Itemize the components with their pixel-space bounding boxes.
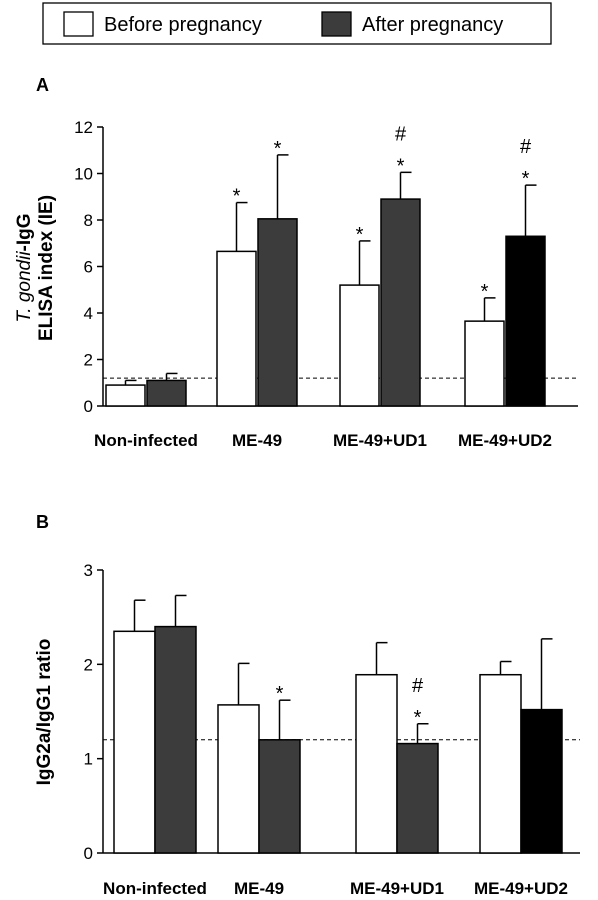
panel-a-bar-before	[464, 320, 505, 407]
panel-a-y-tick-label: 12	[74, 118, 93, 137]
panel-a: A T. gondii-IgG ELISA index (IE) 0 2 4 6 8 10…	[14, 75, 578, 450]
panel-a-y-tick-label: 10	[74, 165, 93, 184]
panel-a-hash: #	[520, 136, 532, 158]
panel-a-ylabel-line2: ELISA index (IE)	[36, 195, 57, 341]
panel-b-category-label: ME-49+UD1	[350, 879, 444, 898]
panel-a-category-label: ME-49+UD2	[458, 431, 552, 450]
panel-b-category-label: Non-infected	[103, 879, 207, 898]
panel-a-category-label: ME-49+UD1	[333, 431, 427, 450]
panel-a-category-label: ME-49	[232, 431, 282, 450]
panel-a-bar-before	[105, 384, 146, 407]
panel-a-asterisk: *	[397, 155, 405, 177]
panel-b-bar-before	[479, 673, 522, 854]
panel-b-hash: #	[412, 675, 424, 697]
panel-a-ylabel-italic: T. gondii	[14, 251, 35, 323]
panel-b-ylabel: IgG2a/IgG1 ratio	[34, 639, 55, 786]
panel-b-bar-before	[217, 704, 260, 854]
panel-b: B IgG2a/IgG1 ratio 0 1 2 3 Non-infected ME-49…	[34, 512, 580, 898]
panel-a-y-tick-label: 4	[84, 304, 93, 323]
panel-b-label: B	[36, 512, 49, 532]
panel-a-asterisk: *	[481, 281, 489, 303]
panel-a-label: A	[36, 75, 49, 95]
panel-a-bar-after	[146, 379, 187, 407]
panel-b-category-label: ME-49+UD2	[474, 879, 568, 898]
panel-a-bar-after	[257, 218, 298, 407]
legend-label-before: Before pregnancy	[104, 14, 262, 36]
panel-b-bar-after	[520, 708, 563, 854]
panel-a-bar-before	[216, 250, 257, 407]
panel-a-asterisk: *	[274, 138, 282, 160]
svg-text:T. gondii-IgG: T. gondii-IgG	[14, 213, 35, 322]
panel-a-plot: 0 2 4 6 8 10 12 Non-infected ME-49 ME-49+UD1 ME-49…	[74, 118, 578, 450]
panel-a-y-tick-label: 6	[84, 258, 93, 277]
panel-a-bar-after	[505, 235, 546, 407]
panel-b-bar-after	[396, 742, 439, 854]
panel-b-y-tick-label: 2	[84, 655, 93, 674]
panel-a-ylabel-rest: -IgG	[14, 213, 35, 251]
panel-b-y-tick-label: 0	[84, 844, 93, 863]
panel-b-bar-before	[355, 673, 398, 854]
panel-b-y-tick-label: 3	[84, 561, 93, 580]
panel-b-bar-before	[113, 630, 156, 854]
panel-a-ylabel: T. gondii-IgG ELISA index (IE)	[14, 195, 57, 341]
panel-b-asterisk: *	[414, 707, 422, 729]
legend-box	[42, 2, 552, 45]
panel-a-y-tick-label: 2	[84, 351, 93, 370]
panel-a-asterisk: *	[522, 168, 530, 190]
panel-b-asterisk: *	[276, 683, 284, 705]
panel-b-y-tick-label: 1	[84, 750, 93, 769]
panel-a-asterisk: *	[356, 224, 364, 246]
panel-a-y-tick-label: 0	[84, 397, 93, 416]
panel-a-hash: #	[395, 123, 407, 145]
panel-a-category-label: Non-infected	[94, 431, 198, 450]
legend: Before pregnancy After pregnancy	[42, 2, 552, 45]
legend-label-after: After pregnancy	[362, 14, 503, 36]
panel-a-bar-before	[339, 284, 380, 407]
panel-b-plot: 0 1 2 3 Non-infected ME-49 ME-49+UD1 ME-49+UD2 *…	[84, 561, 580, 898]
legend-swatch-after	[321, 11, 352, 37]
panel-a-asterisk: *	[233, 186, 241, 208]
panel-a-bar-after	[380, 198, 421, 407]
panel-b-bar-after	[154, 625, 197, 854]
panel-a-y-tick-label: 8	[84, 211, 93, 230]
panel-b-category-label: ME-49	[234, 879, 284, 898]
legend-swatch-before	[63, 11, 94, 37]
panel-b-bar-after	[258, 739, 301, 854]
panel-b-ylabel-line1: IgG2a/IgG1 ratio	[34, 639, 55, 786]
